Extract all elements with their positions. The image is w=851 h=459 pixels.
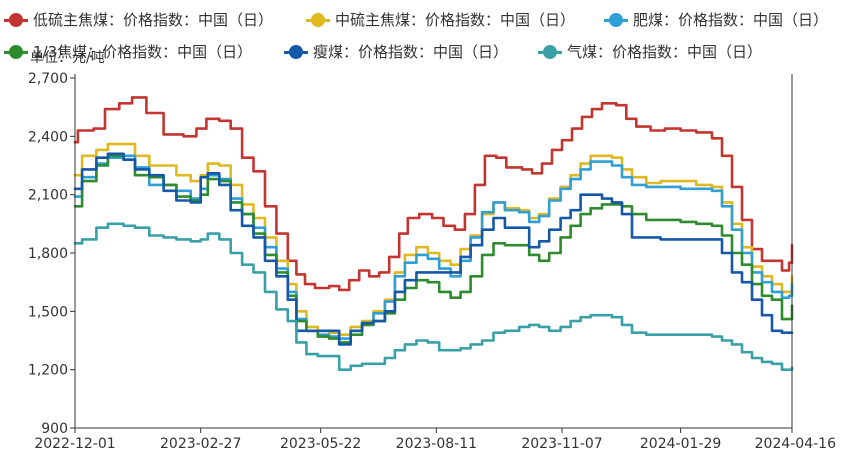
x-tick-label: 2023-11-07 xyxy=(521,436,602,452)
x-tick-label: 2024-04-16 xyxy=(755,436,836,452)
y-tick-label: 2,700 xyxy=(28,71,68,87)
legend-item-6[interactable]: 气煤：价格指数：中国（日） xyxy=(538,41,762,62)
x-tick-label: 2023-02-27 xyxy=(160,436,241,452)
legend-label: 瘦煤：价格指数：中国（日） xyxy=(313,43,509,61)
y-tick-label: 2,400 xyxy=(28,129,68,145)
legend-swatch-icon xyxy=(4,44,28,59)
legend-label: 低硫主焦煤：价格指数：中国（日） xyxy=(33,11,274,29)
series-line-4[interactable] xyxy=(73,154,794,344)
legend-swatch-icon xyxy=(306,12,330,27)
y-tick-label: 900 xyxy=(41,421,68,437)
legend-item-2[interactable]: 中硫主焦煤：价格指数：中国（日） xyxy=(306,9,575,30)
legend-item-3[interactable]: 肥煤：价格指数：中国（日） xyxy=(604,9,828,30)
legend-label: 中硫主焦煤：价格指数：中国（日） xyxy=(335,11,576,29)
y-tick-label: 1,200 xyxy=(28,363,68,379)
series-line-5[interactable] xyxy=(73,152,794,346)
legend-label: 气煤：价格指数：中国（日） xyxy=(567,43,763,61)
series-line-1[interactable] xyxy=(73,96,794,292)
y-tick-label: 1,500 xyxy=(28,304,68,320)
legend-swatch-icon xyxy=(604,12,628,27)
x-tick-label: 2023-05-22 xyxy=(280,436,361,452)
x-tick-label: 2024-01-29 xyxy=(640,436,721,452)
series-layer xyxy=(73,96,794,371)
legend-swatch-icon xyxy=(4,12,28,27)
y-tick-label: 1,800 xyxy=(28,246,68,262)
legend-label: 肥煤：价格指数：中国（日） xyxy=(633,11,829,29)
series-line-3[interactable] xyxy=(73,154,794,340)
legend-swatch-icon xyxy=(538,44,562,59)
axis-layer: 900 1,200 1,500 1,800 2,100 2,400 2,700 2022-12… xyxy=(28,71,836,452)
x-tick-label: 2022-12-01 xyxy=(34,436,115,452)
chart-legend: 低硫主焦煤：价格指数：中国（日） 中硫主焦煤：价格指数：中国（日） 肥煤：价格指数：… xyxy=(0,0,851,80)
legend-label: 1/3焦煤：价格指数：中国（日） xyxy=(33,43,253,61)
series-line-6[interactable] xyxy=(73,222,794,371)
legend-item-1[interactable]: 低硫主焦煤：价格指数：中国（日） xyxy=(4,9,273,30)
legend-item-4[interactable]: 1/3焦煤：价格指数：中国（日） xyxy=(4,41,252,62)
unit-label: 单位：元/吨 xyxy=(30,50,105,66)
series-line-2[interactable] xyxy=(73,142,794,336)
legend-swatch-icon xyxy=(284,44,308,59)
legend-item-5[interactable]: 瘦煤：价格指数：中国（日） xyxy=(284,41,508,62)
x-tick-label: 2023-08-11 xyxy=(396,436,477,452)
y-tick-label: 2,100 xyxy=(28,188,68,204)
